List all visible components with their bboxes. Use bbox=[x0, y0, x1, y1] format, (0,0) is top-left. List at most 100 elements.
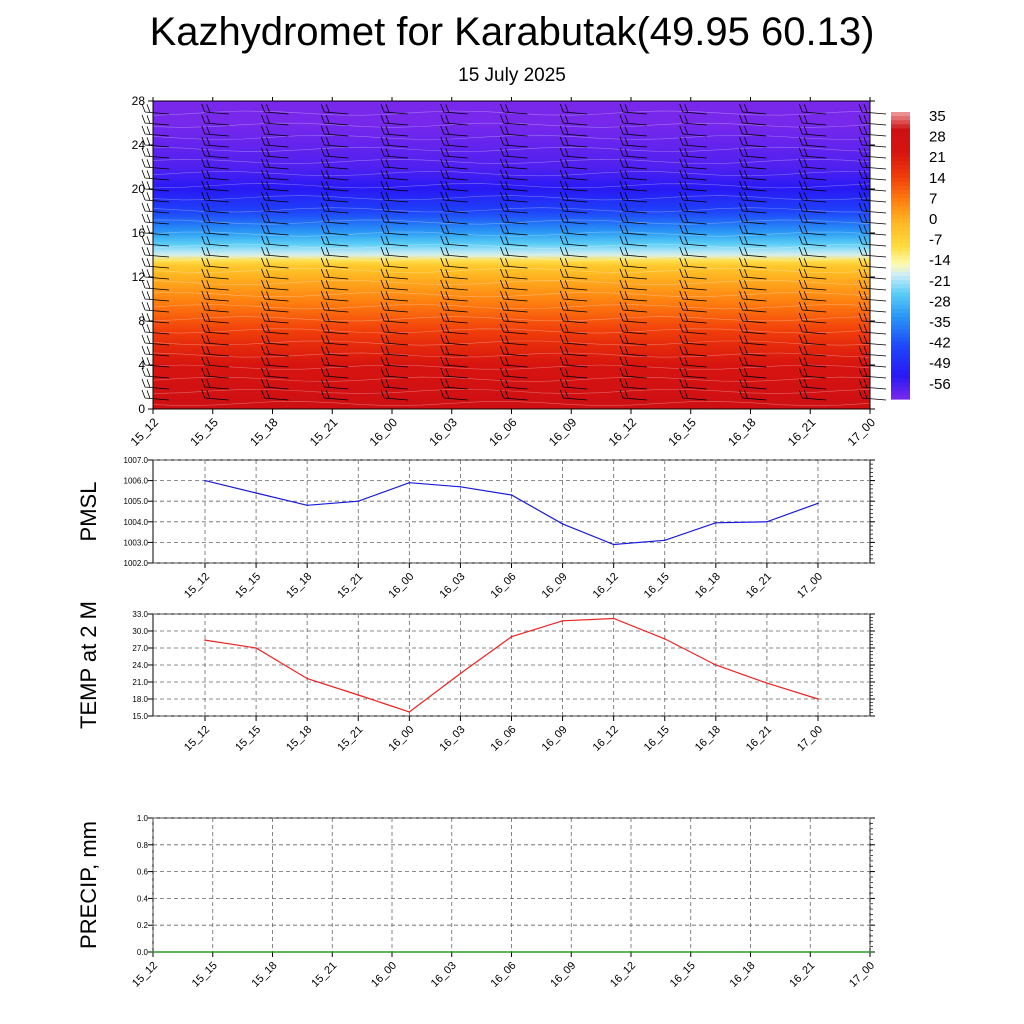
wind-barb bbox=[679, 312, 707, 324]
wind-barb bbox=[559, 158, 588, 170]
wind-barb bbox=[320, 158, 349, 170]
colorbar-swatch bbox=[891, 230, 910, 236]
wind-barb bbox=[440, 191, 468, 203]
wind-barb bbox=[619, 213, 648, 225]
wind-barb bbox=[559, 323, 588, 335]
wind-barb bbox=[858, 301, 887, 313]
wind-barb bbox=[559, 169, 588, 181]
wind-barb bbox=[440, 389, 468, 401]
wind-barb bbox=[500, 378, 528, 390]
wind-barb bbox=[380, 191, 409, 203]
colorbar-swatch bbox=[891, 370, 910, 375]
colorbar-label: -14 bbox=[929, 252, 951, 269]
series-point bbox=[510, 635, 513, 638]
wind-barb bbox=[141, 147, 170, 159]
wind-barb bbox=[380, 268, 409, 280]
y-tick-label: 30.0 bbox=[132, 627, 148, 636]
wind-barb bbox=[798, 279, 827, 291]
wind-barb bbox=[559, 257, 588, 269]
y-tick-label: 0.0 bbox=[137, 948, 149, 957]
wind-barb bbox=[798, 213, 827, 225]
wind-barb bbox=[261, 125, 289, 137]
wind-barb bbox=[201, 257, 229, 269]
wind-barb bbox=[380, 367, 409, 379]
colorbar-label: 28 bbox=[929, 129, 946, 146]
wind-barb bbox=[380, 389, 409, 401]
wind-barb bbox=[440, 312, 468, 324]
wind-barb bbox=[798, 356, 827, 368]
wind-barb bbox=[440, 103, 468, 115]
contour-line bbox=[152, 280, 871, 286]
x-tick-label: 17_00 bbox=[845, 415, 879, 449]
wind-barb bbox=[201, 147, 229, 159]
series-point bbox=[766, 682, 768, 684]
y-tick-label: 20 bbox=[132, 182, 146, 196]
colorbar-swatch bbox=[891, 333, 910, 339]
wind-barb bbox=[261, 279, 289, 291]
wind-barb bbox=[679, 389, 707, 401]
series-point bbox=[510, 494, 513, 496]
wind-barb bbox=[798, 367, 827, 379]
colorbar-swatch bbox=[891, 345, 910, 351]
x-tick-label: 16_21 bbox=[785, 415, 819, 449]
wind-barb bbox=[320, 147, 349, 159]
wind-barb bbox=[380, 103, 409, 115]
colorbar-swatch bbox=[891, 374, 910, 380]
colorbar-swatch bbox=[891, 325, 910, 330]
wind-barb bbox=[261, 312, 289, 324]
x-tick-label: 16_12 bbox=[608, 960, 638, 990]
wind-barb bbox=[320, 279, 349, 291]
wind-barb bbox=[141, 389, 170, 401]
colorbar-swatch bbox=[891, 202, 910, 207]
chart-subtitle: 15 July 2025 bbox=[458, 65, 566, 86]
wind-barb bbox=[559, 147, 588, 159]
wind-barb bbox=[141, 103, 170, 115]
colorbar-swatch bbox=[891, 349, 910, 355]
wind-barb bbox=[201, 202, 229, 214]
wind-barb bbox=[619, 202, 648, 214]
x-tick-label: 16_06 bbox=[489, 960, 519, 990]
wind-barb bbox=[261, 169, 289, 181]
colorbar-label: -35 bbox=[929, 314, 951, 331]
wind-barb bbox=[201, 114, 229, 126]
wind-barb bbox=[500, 334, 528, 346]
wind-barb bbox=[619, 367, 648, 379]
wind-barb bbox=[201, 103, 229, 115]
wind-barb bbox=[440, 136, 468, 148]
wind-barb bbox=[320, 103, 349, 115]
x-tick-label: 16_18 bbox=[693, 724, 723, 754]
colorbar-swatch bbox=[891, 292, 910, 298]
y-tick-label: 0.4 bbox=[137, 894, 149, 903]
x-tick-label: 16_06 bbox=[486, 415, 520, 449]
y-tick-label: 1.0 bbox=[137, 814, 149, 823]
wind-barb bbox=[798, 169, 827, 181]
wind-barb bbox=[261, 158, 289, 170]
x-tick-label: 17_00 bbox=[847, 960, 877, 990]
colorbar-swatch bbox=[891, 259, 910, 265]
x-tick-label: 16_03 bbox=[437, 724, 467, 754]
wind-barb bbox=[201, 378, 229, 390]
wind-barb bbox=[739, 290, 767, 302]
series-point bbox=[357, 500, 360, 503]
wind-barb bbox=[201, 301, 229, 313]
wind-barb bbox=[320, 312, 349, 324]
wind-barb bbox=[739, 103, 767, 115]
wind-barb bbox=[201, 356, 229, 368]
wind-barb bbox=[500, 169, 528, 181]
wind-barb bbox=[858, 378, 887, 390]
wind-barb bbox=[858, 235, 887, 247]
wind-barb bbox=[798, 125, 827, 137]
wind-barb bbox=[201, 180, 229, 192]
x-tick-label: 17_00 bbox=[795, 724, 825, 754]
wind-barb bbox=[679, 169, 707, 181]
wind-barb bbox=[739, 180, 767, 192]
wind-barb bbox=[798, 334, 827, 346]
series-point bbox=[689, 951, 692, 953]
colorbar-label: 14 bbox=[929, 170, 946, 187]
wind-barb bbox=[261, 246, 289, 258]
series-point bbox=[204, 639, 206, 641]
wind-barb bbox=[201, 224, 229, 236]
wind-barb bbox=[798, 202, 827, 214]
wind-barb bbox=[380, 169, 409, 181]
wind-barb bbox=[380, 323, 409, 335]
